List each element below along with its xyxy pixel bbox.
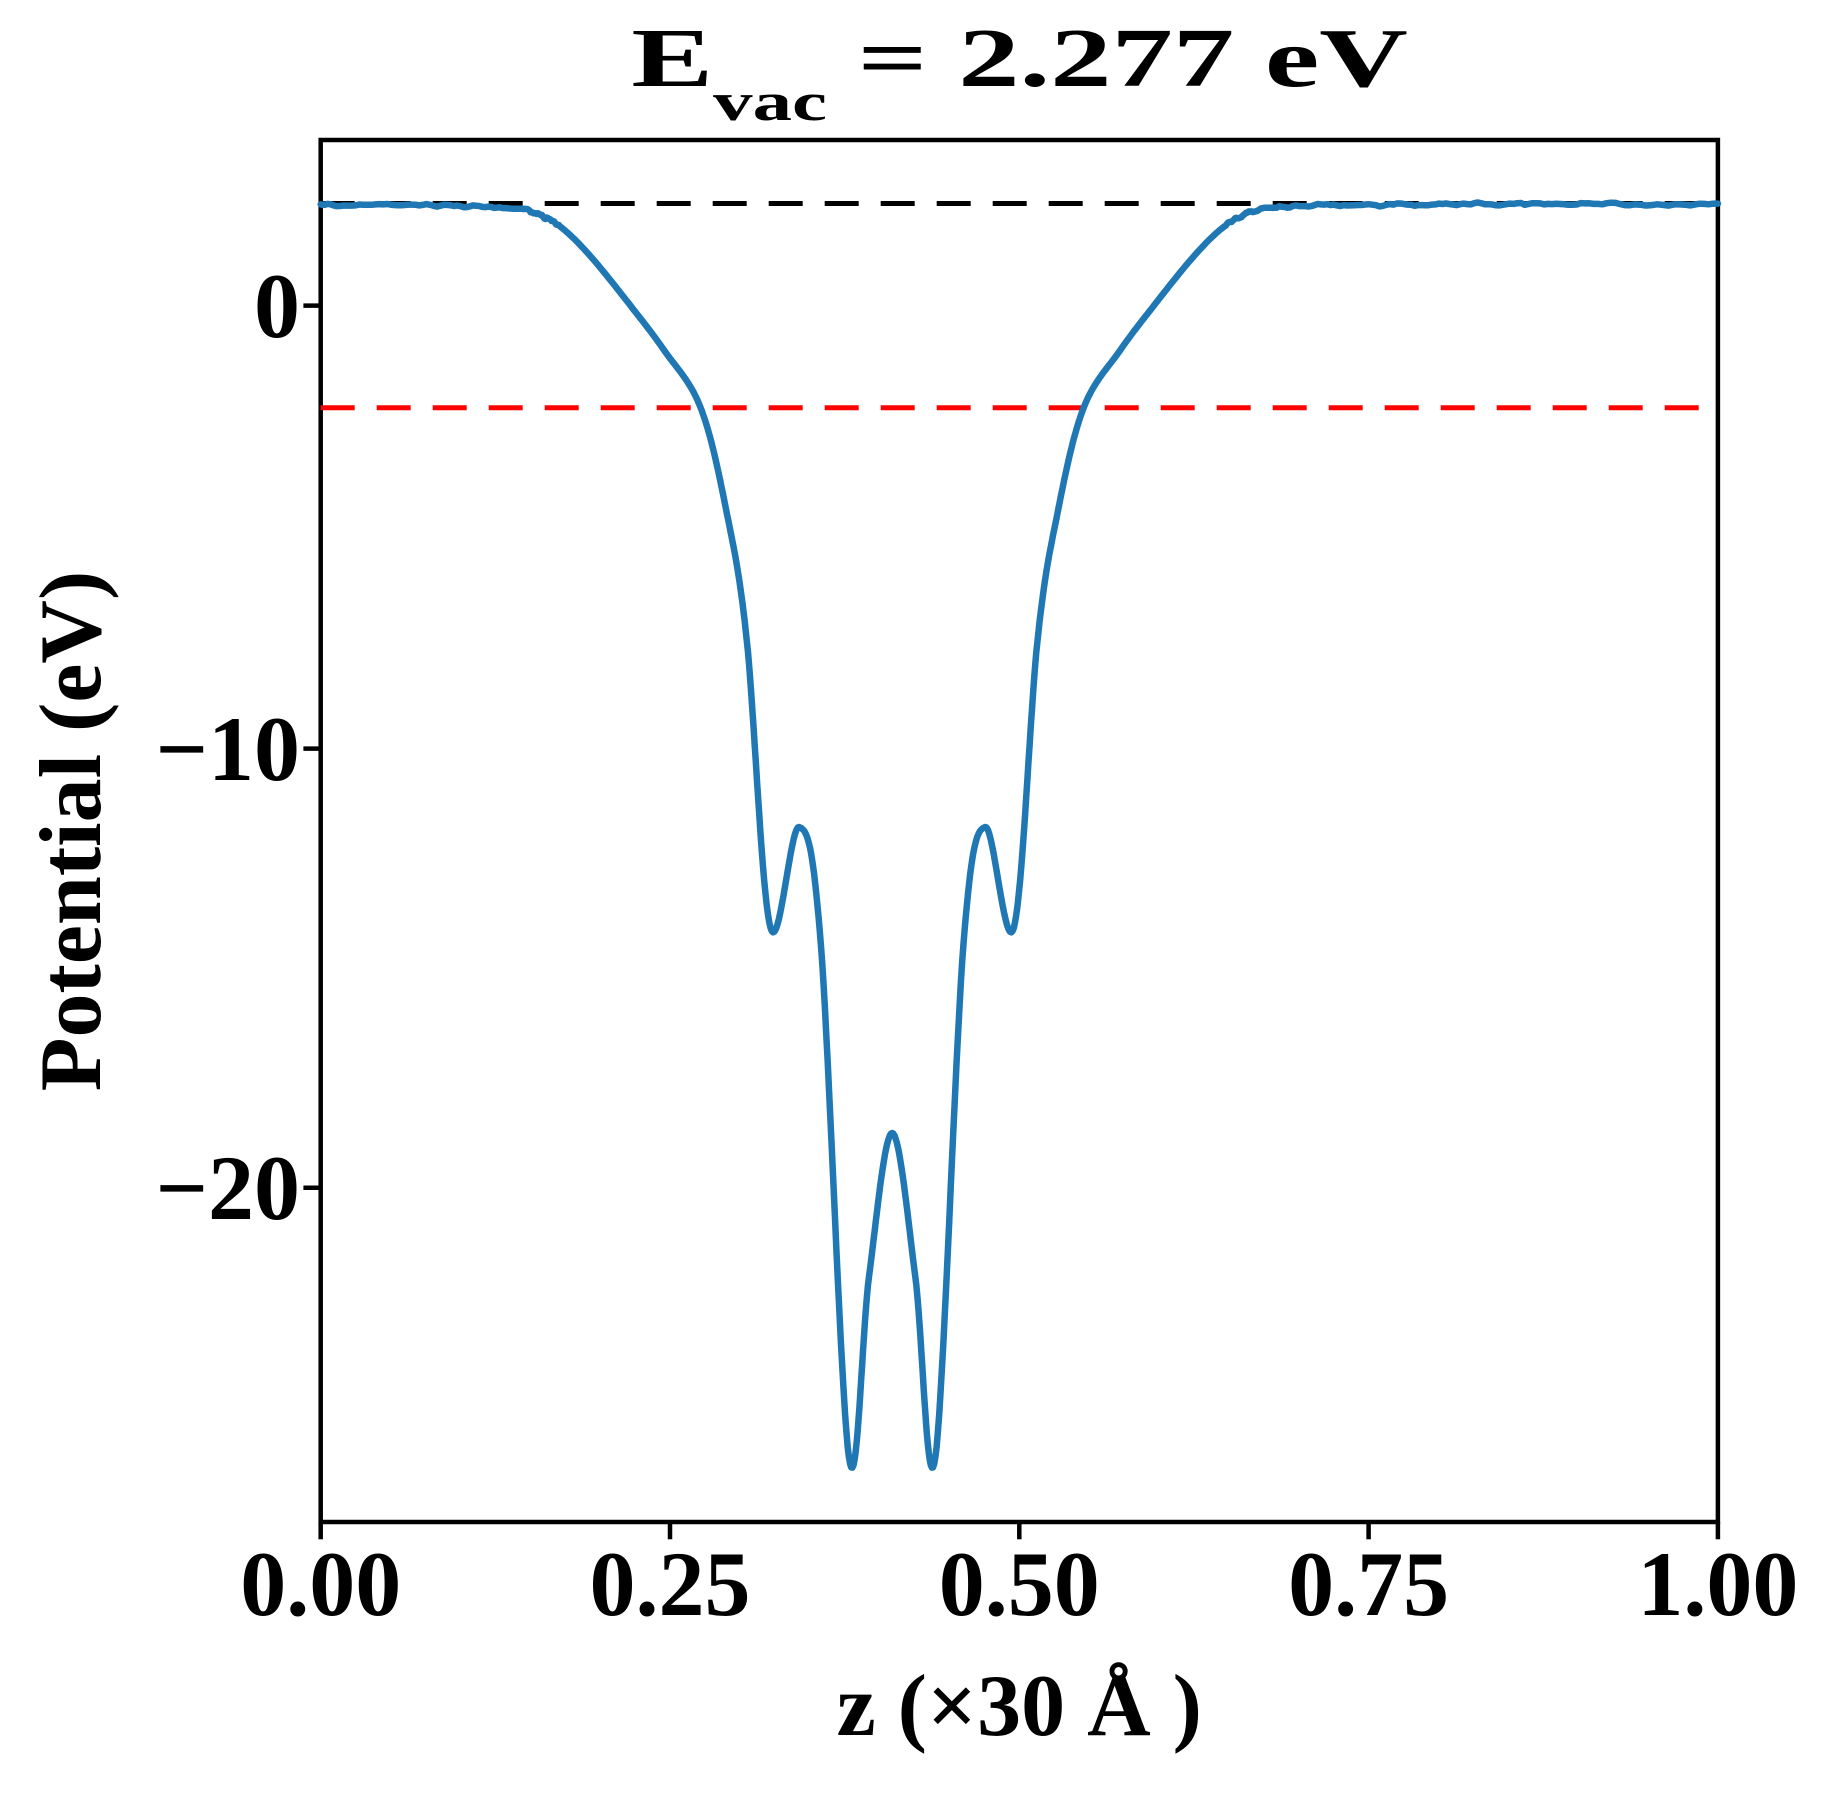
svg-text:0: 0 xyxy=(254,255,300,357)
svg-text:0.50: 0.50 xyxy=(939,1533,1100,1635)
svg-text:z (×30 Å ): z (×30 Å ) xyxy=(837,1658,1202,1755)
svg-text:−20: −20 xyxy=(156,1137,300,1239)
svg-text:−10: −10 xyxy=(156,698,300,800)
svg-text:0.25: 0.25 xyxy=(590,1533,751,1635)
svg-text:0.00: 0.00 xyxy=(240,1533,401,1635)
svg-text:1.00: 1.00 xyxy=(1637,1533,1798,1635)
svg-text:Potential (eV): Potential (eV) xyxy=(23,571,120,1091)
svg-text:0.75: 0.75 xyxy=(1288,1533,1449,1635)
